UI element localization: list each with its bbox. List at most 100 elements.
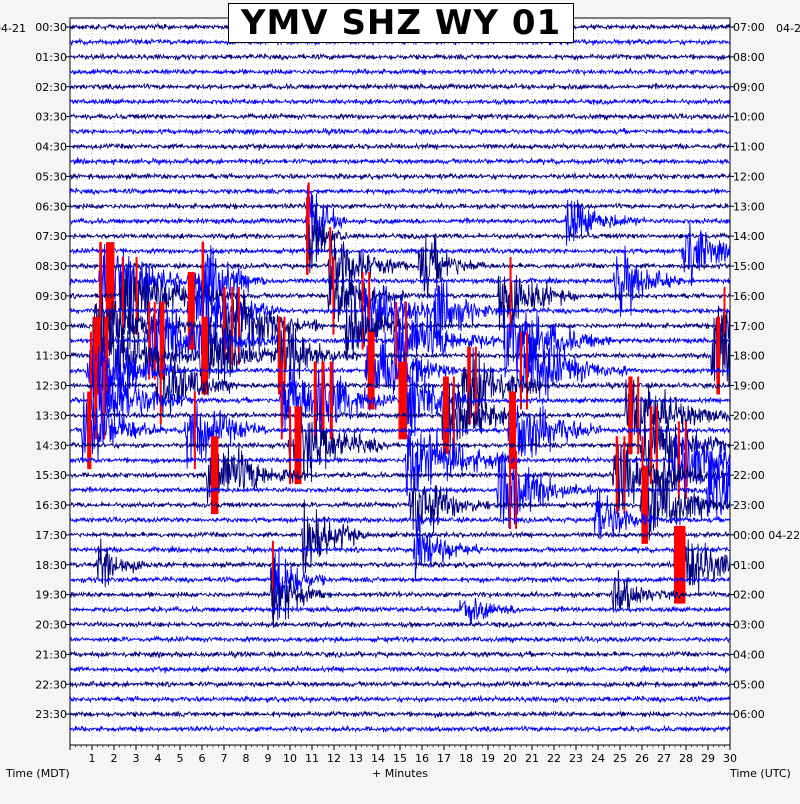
clipped-signal bbox=[452, 376, 455, 455]
right-axis-label: Time (UTC) bbox=[729, 767, 791, 780]
minute-label: 17 bbox=[437, 752, 451, 765]
clipped-signal bbox=[395, 301, 398, 380]
left-time-label: 05:30 bbox=[35, 170, 67, 183]
clipped-signal bbox=[99, 242, 102, 320]
right-date-label: 04-2 bbox=[776, 22, 800, 35]
seismic-trace bbox=[69, 197, 731, 275]
clipped-signal bbox=[655, 406, 658, 485]
left-time-label: 03:30 bbox=[35, 111, 67, 124]
seismic-trace bbox=[69, 185, 731, 261]
clipped-signal bbox=[526, 331, 529, 410]
clipped-signal bbox=[105, 242, 115, 320]
minute-label: 25 bbox=[613, 752, 627, 765]
clipped-signal bbox=[509, 451, 511, 529]
seismic-trace bbox=[69, 82, 731, 91]
seismic-trace bbox=[69, 710, 731, 719]
right-time-label: 07:00 bbox=[733, 21, 765, 34]
seismic-trace bbox=[69, 620, 731, 629]
seismic-trace bbox=[69, 513, 731, 581]
right-time-label: 00:00 04-22 bbox=[733, 529, 800, 542]
clipped-signal bbox=[623, 436, 626, 514]
seismic-trace bbox=[69, 112, 731, 122]
seismic-trace bbox=[69, 171, 731, 181]
clipped-signal bbox=[307, 182, 310, 261]
minute-label: 9 bbox=[265, 752, 272, 765]
seismic-trace bbox=[69, 271, 731, 350]
clipped-signal bbox=[135, 257, 138, 335]
left-time-label: 11:30 bbox=[35, 350, 67, 363]
seismic-trace bbox=[69, 187, 731, 196]
seismic-trace bbox=[69, 67, 731, 77]
clipped-signal bbox=[193, 391, 196, 470]
minute-label: 7 bbox=[221, 752, 228, 765]
minute-label: 23 bbox=[569, 752, 583, 765]
seismic-trace bbox=[69, 679, 731, 689]
clipped-signal bbox=[289, 406, 291, 485]
minute-label: 3 bbox=[133, 752, 140, 765]
seismic-trace bbox=[69, 301, 731, 380]
seismic-trace bbox=[69, 724, 731, 734]
clipped-signal bbox=[121, 257, 124, 335]
seismic-trace bbox=[69, 235, 731, 305]
minute-label: 14 bbox=[371, 752, 385, 765]
minute-label: 20 bbox=[503, 752, 517, 765]
minute-label: 30 bbox=[723, 752, 737, 765]
seismic-trace bbox=[69, 97, 731, 106]
right-time-label: 15:00 bbox=[733, 260, 765, 273]
left-time-label: 09:30 bbox=[35, 290, 67, 303]
minute-label: 29 bbox=[701, 752, 715, 765]
left-time-label: 12:30 bbox=[35, 380, 67, 393]
right-time-label: 03:00 bbox=[733, 619, 765, 632]
clipped-signal bbox=[637, 376, 640, 455]
seismic-trace bbox=[69, 694, 731, 704]
clipped-signal bbox=[93, 316, 101, 395]
clipped-signal bbox=[223, 286, 226, 365]
seismic-trace bbox=[69, 664, 731, 674]
clipped-signal bbox=[237, 286, 240, 365]
right-time-label: 16:00 bbox=[733, 290, 765, 303]
left-time-label: 08:30 bbox=[35, 260, 67, 273]
left-time-label: 06:30 bbox=[35, 200, 67, 213]
seismic-trace bbox=[69, 376, 731, 455]
clipped-signal bbox=[201, 242, 205, 320]
minute-label: 21 bbox=[525, 752, 539, 765]
seismic-trace bbox=[69, 257, 731, 336]
minute-label: 12 bbox=[327, 752, 341, 765]
clipped-signal bbox=[187, 271, 195, 350]
left-time-label: 07:30 bbox=[35, 230, 67, 243]
chart-title: YMV SHZ WY 01 bbox=[228, 3, 574, 43]
minute-label: 4 bbox=[155, 752, 162, 765]
left-time-label: 20:30 bbox=[35, 619, 67, 632]
right-time-label: 01:00 bbox=[733, 559, 765, 572]
minute-label: 11 bbox=[305, 752, 319, 765]
clipped-signal bbox=[509, 391, 516, 470]
clipped-signal bbox=[210, 436, 219, 514]
clipped-signal bbox=[313, 361, 317, 440]
clipped-signal bbox=[677, 421, 680, 500]
clipped-signal bbox=[467, 346, 471, 425]
minute-label: 15 bbox=[393, 752, 407, 765]
clipped-signal bbox=[329, 361, 333, 440]
right-time-label: 13:00 bbox=[733, 200, 765, 213]
right-time-label: 11:00 bbox=[733, 141, 765, 154]
clipped-signal bbox=[723, 286, 726, 365]
clipped-signal bbox=[294, 406, 302, 485]
clipped-signal bbox=[474, 346, 477, 425]
minute-label: 26 bbox=[635, 752, 649, 765]
minute-label: 10 bbox=[283, 752, 297, 765]
minute-label: 1 bbox=[89, 752, 96, 765]
seismic-trace bbox=[69, 635, 731, 644]
clipped-signal bbox=[94, 361, 98, 440]
left-time-label: 10:30 bbox=[35, 320, 67, 333]
seismic-trace bbox=[69, 451, 731, 529]
clipped-signal bbox=[367, 331, 375, 410]
left-time-label: 17:30 bbox=[35, 529, 67, 542]
clipped-signal bbox=[201, 316, 208, 395]
left-time-label: 16:30 bbox=[35, 499, 67, 512]
clipped-signal bbox=[368, 271, 371, 350]
clipped-signal bbox=[148, 301, 151, 380]
minute-label: 22 bbox=[547, 752, 561, 765]
right-time-label: 10:00 bbox=[733, 111, 765, 124]
clipped-signal bbox=[398, 361, 408, 440]
